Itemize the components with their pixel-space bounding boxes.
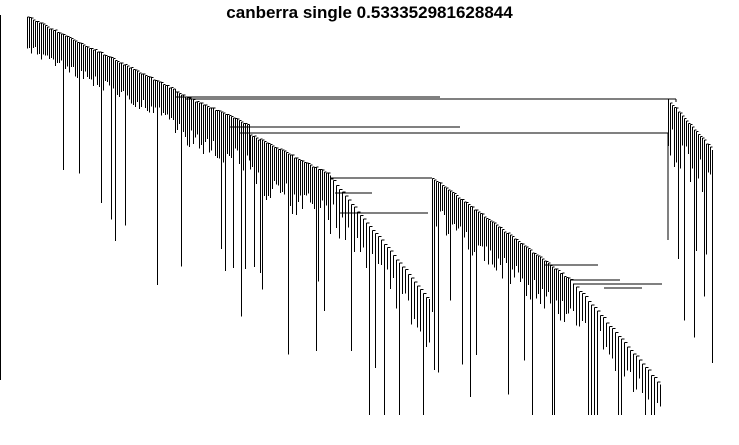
chart-title: canberra single 0.533352981628844 xyxy=(226,3,513,22)
